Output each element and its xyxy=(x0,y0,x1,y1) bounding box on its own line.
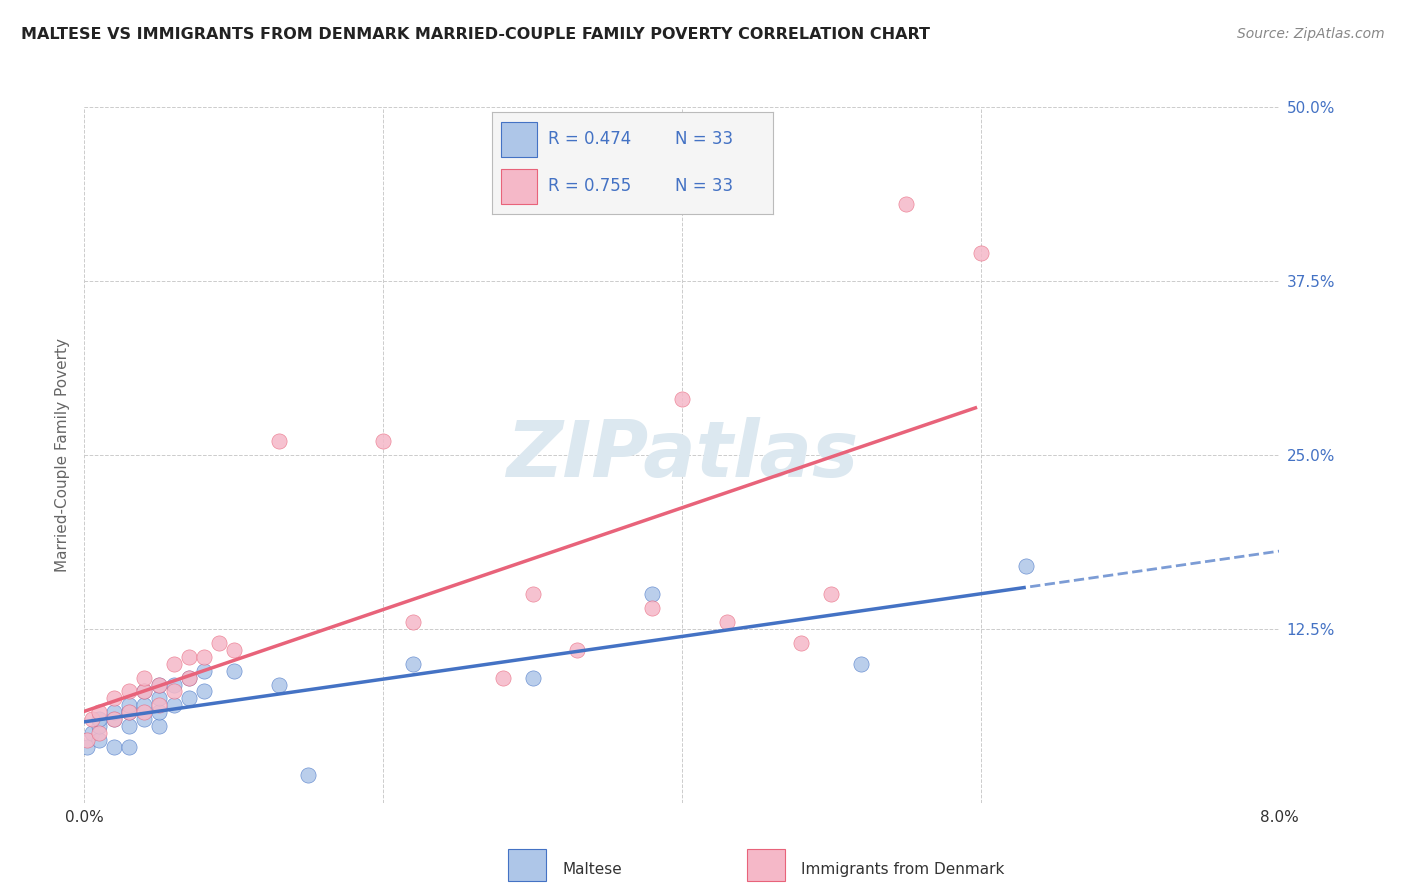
Point xyxy=(208,636,231,650)
Y-axis label: Married-Couple Family Poverty: Married-Couple Family Poverty xyxy=(55,338,70,572)
FancyBboxPatch shape xyxy=(501,169,537,204)
Point xyxy=(371,434,394,448)
Point xyxy=(132,712,156,726)
Text: MALTESE VS IMMIGRANTS FROM DENMARK MARRIED-COUPLE FAMILY POVERTY CORRELATION CHA: MALTESE VS IMMIGRANTS FROM DENMARK MARRI… xyxy=(21,27,931,42)
Point xyxy=(118,740,141,755)
Point xyxy=(716,615,738,629)
Point xyxy=(177,671,200,685)
Point xyxy=(103,691,125,706)
FancyBboxPatch shape xyxy=(501,122,537,157)
Point xyxy=(148,691,170,706)
Point xyxy=(402,657,425,671)
Point xyxy=(820,587,842,601)
Point xyxy=(177,671,200,685)
FancyBboxPatch shape xyxy=(509,849,546,881)
Point xyxy=(118,706,141,720)
Point xyxy=(1014,559,1036,574)
FancyBboxPatch shape xyxy=(748,849,786,881)
Point xyxy=(148,719,170,733)
Text: Immigrants from Denmark: Immigrants from Denmark xyxy=(801,863,1005,877)
Point xyxy=(522,587,544,601)
Point xyxy=(402,615,425,629)
Point xyxy=(177,649,200,664)
Point xyxy=(222,664,245,678)
Point xyxy=(89,733,111,747)
Point xyxy=(132,671,156,685)
Text: Maltese: Maltese xyxy=(562,863,621,877)
Point xyxy=(193,649,215,664)
Point xyxy=(89,706,111,720)
Point xyxy=(193,684,215,698)
Point xyxy=(267,677,290,691)
Point xyxy=(80,726,103,740)
Point xyxy=(671,392,693,407)
Point xyxy=(641,587,664,601)
Point xyxy=(132,706,156,720)
Point xyxy=(80,712,103,726)
Point xyxy=(89,719,111,733)
Text: N = 33: N = 33 xyxy=(675,130,733,148)
Point xyxy=(76,733,98,747)
Text: R = 0.755: R = 0.755 xyxy=(548,178,631,195)
Point xyxy=(177,691,200,706)
Point xyxy=(103,740,125,755)
Point xyxy=(89,712,111,726)
Text: R = 0.474: R = 0.474 xyxy=(548,130,631,148)
Point xyxy=(103,712,125,726)
Point xyxy=(222,642,245,657)
Point xyxy=(297,768,319,782)
Point xyxy=(849,657,872,671)
Point xyxy=(148,677,170,691)
Point xyxy=(148,706,170,720)
Point xyxy=(567,642,589,657)
Point xyxy=(118,706,141,720)
Point xyxy=(148,698,170,713)
Point xyxy=(118,719,141,733)
Point xyxy=(132,698,156,713)
Point xyxy=(267,434,290,448)
Point xyxy=(103,706,125,720)
Point xyxy=(641,601,664,615)
Point xyxy=(148,677,170,691)
Point xyxy=(118,684,141,698)
Text: Source: ZipAtlas.com: Source: ZipAtlas.com xyxy=(1237,27,1385,41)
Point xyxy=(132,684,156,698)
Point xyxy=(103,712,125,726)
Point xyxy=(492,671,515,685)
Point xyxy=(132,684,156,698)
Point xyxy=(193,664,215,678)
Point xyxy=(163,684,186,698)
Point xyxy=(163,657,186,671)
Point xyxy=(118,698,141,713)
Point xyxy=(163,698,186,713)
Point xyxy=(790,636,813,650)
Text: N = 33: N = 33 xyxy=(675,178,733,195)
Point xyxy=(894,197,917,211)
Point xyxy=(163,677,186,691)
Point xyxy=(76,740,98,755)
Point xyxy=(522,671,544,685)
Point xyxy=(89,726,111,740)
Point xyxy=(969,246,991,260)
Text: ZIPatlas: ZIPatlas xyxy=(506,417,858,493)
